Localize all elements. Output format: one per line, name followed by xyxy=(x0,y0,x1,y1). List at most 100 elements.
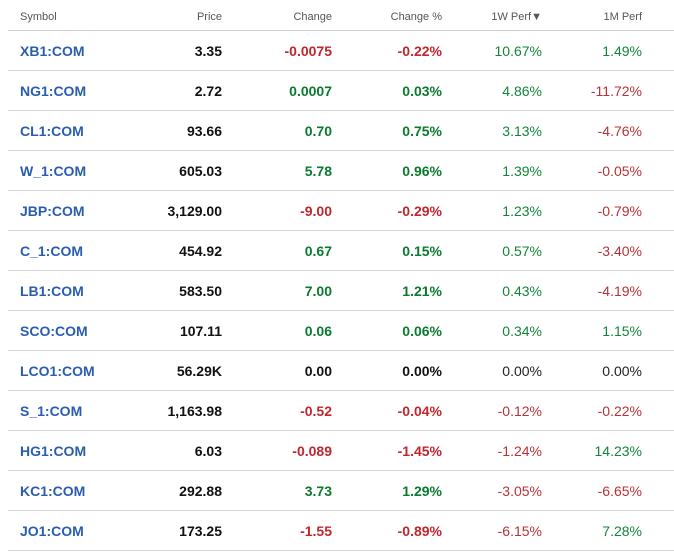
table-row: LB1:COM 583.50 7.00 1.21% 0.43% -4.19% xyxy=(8,271,674,311)
change-pct-cell: 0.96% xyxy=(402,163,442,179)
symbol-link[interactable]: S_1:COM xyxy=(20,403,83,419)
change-cell: 0.00 xyxy=(304,363,332,379)
perf-1m-cell: 1.49% xyxy=(602,43,642,59)
header-1w-perf-sorted[interactable]: 1W Perf▼ xyxy=(491,11,542,23)
table-row: SCO:COM 107.11 0.06 0.06% 0.34% 1.15% xyxy=(8,311,674,351)
perf-1m-cell: -0.79% xyxy=(597,203,642,219)
change-cell: 5.78 xyxy=(304,163,332,179)
symbol-link[interactable]: SCO:COM xyxy=(20,323,88,339)
table-row: KC1:COM 292.88 3.73 1.29% -3.05% -6.65% xyxy=(8,471,674,511)
symbol-link[interactable]: W_1:COM xyxy=(20,163,87,179)
perf-1w-cell: 0.57% xyxy=(502,243,542,259)
price-cell: 173.25 xyxy=(179,523,222,539)
change-pct-cell: 0.15% xyxy=(402,243,442,259)
table-row: S_1:COM 1,163.98 -0.52 -0.04% -0.12% -0.22% xyxy=(8,391,674,431)
change-cell: 0.70 xyxy=(304,123,332,139)
perf-1m-cell: -4.76% xyxy=(597,123,642,139)
table-row: CL1:COM 93.66 0.70 0.75% 3.13% -4.76% xyxy=(8,111,674,151)
perf-1w-cell: 0.34% xyxy=(502,323,542,339)
change-cell: -0.52 xyxy=(300,403,332,419)
table-row: HG1:COM 6.03 -0.089 -1.45% -1.24% 14.23% xyxy=(8,431,674,471)
symbol-link[interactable]: LCO1:COM xyxy=(20,363,95,379)
commodities-table: Symbol Price Change Change % 1W Perf▼ 1M… xyxy=(8,0,674,551)
change-cell: 0.0007 xyxy=(289,83,332,99)
price-cell: 605.03 xyxy=(179,163,222,179)
change-cell: 0.67 xyxy=(304,243,332,259)
perf-1m-cell: 1.15% xyxy=(602,323,642,339)
table-body: XB1:COM 3.35 -0.0075 -0.22% 10.67% 1.49% NG1:C… xyxy=(8,31,674,551)
perf-1w-cell: 10.67% xyxy=(494,43,542,59)
change-pct-cell: -0.29% xyxy=(397,203,442,219)
header-change-pct[interactable]: Change % xyxy=(390,11,442,23)
price-cell: 107.11 xyxy=(179,323,222,339)
table-row: W_1:COM 605.03 5.78 0.96% 1.39% -0.05% xyxy=(8,151,674,191)
price-cell: 56.29K xyxy=(176,363,222,379)
symbol-link[interactable]: CL1:COM xyxy=(20,123,84,139)
price-cell: 583.50 xyxy=(179,283,222,299)
symbol-link[interactable]: HG1:COM xyxy=(20,443,87,459)
change-pct-cell: -1.45% xyxy=(397,443,442,459)
header-change[interactable]: Change xyxy=(293,11,332,23)
change-cell: -9.00 xyxy=(300,203,332,219)
change-pct-cell: 0.75% xyxy=(402,123,442,139)
perf-1w-cell: 0.00% xyxy=(502,363,542,379)
symbol-link[interactable]: NG1:COM xyxy=(20,83,87,99)
perf-1w-cell: 1.39% xyxy=(502,163,542,179)
change-pct-cell: 1.21% xyxy=(402,283,442,299)
change-cell: -1.55 xyxy=(300,523,332,539)
price-cell: 3.35 xyxy=(194,43,222,59)
price-cell: 454.92 xyxy=(179,243,222,259)
symbol-link[interactable]: JO1:COM xyxy=(20,523,84,539)
price-cell: 292.88 xyxy=(179,483,222,499)
table-row: LCO1:COM 56.29K 0.00 0.00% 0.00% 0.00% xyxy=(8,351,674,391)
price-cell: 93.66 xyxy=(186,123,222,139)
perf-1m-cell: -0.22% xyxy=(597,403,642,419)
perf-1m-cell: 14.23% xyxy=(594,443,642,459)
symbol-link[interactable]: KC1:COM xyxy=(20,483,86,499)
change-pct-cell: 0.03% xyxy=(402,83,442,99)
perf-1w-cell: 1.23% xyxy=(502,203,542,219)
symbol-link[interactable]: XB1:COM xyxy=(20,43,85,59)
change-cell: -0.0075 xyxy=(284,43,332,59)
change-pct-cell: 1.29% xyxy=(402,483,442,499)
perf-1w-cell: 3.13% xyxy=(502,123,542,139)
change-pct-cell: -0.89% xyxy=(397,523,442,539)
change-pct-cell: -0.22% xyxy=(397,43,442,59)
symbol-link[interactable]: LB1:COM xyxy=(20,283,84,299)
perf-1m-cell: -6.65% xyxy=(597,483,642,499)
change-pct-cell: 0.00% xyxy=(402,363,442,379)
change-cell: -0.089 xyxy=(292,443,332,459)
symbol-link[interactable]: C_1:COM xyxy=(20,243,84,259)
header-1m-perf[interactable]: 1M Perf xyxy=(603,11,642,23)
perf-1w-cell: -3.05% xyxy=(497,483,542,499)
header-symbol[interactable]: Symbol xyxy=(20,11,57,23)
perf-1m-cell: 7.28% xyxy=(602,523,642,539)
perf-1w-cell: -0.12% xyxy=(497,403,542,419)
change-cell: 7.00 xyxy=(304,283,332,299)
perf-1m-cell: -0.05% xyxy=(597,163,642,179)
symbol-link[interactable]: JBP:COM xyxy=(20,203,85,219)
change-pct-cell: 0.06% xyxy=(402,323,442,339)
table-row: JBP:COM 3,129.00 -9.00 -0.29% 1.23% -0.79% xyxy=(8,191,674,231)
change-cell: 0.06 xyxy=(304,323,332,339)
perf-1m-cell: -11.72% xyxy=(590,83,642,99)
table-row: NG1:COM 2.72 0.0007 0.03% 4.86% -11.72% xyxy=(8,71,674,111)
table-header: Symbol Price Change Change % 1W Perf▼ 1M… xyxy=(8,0,674,31)
perf-1w-cell: 0.43% xyxy=(502,283,542,299)
price-cell: 1,163.98 xyxy=(167,403,223,419)
perf-1m-cell: -3.40% xyxy=(597,243,642,259)
price-cell: 2.72 xyxy=(194,83,222,99)
price-cell: 3,129.00 xyxy=(167,203,223,219)
perf-1w-cell: 4.86% xyxy=(502,83,542,99)
table-row: JO1:COM 173.25 -1.55 -0.89% -6.15% 7.28% xyxy=(8,511,674,551)
change-pct-cell: -0.04% xyxy=(397,403,442,419)
perf-1m-cell: 0.00% xyxy=(602,363,642,379)
price-cell: 6.03 xyxy=(194,443,222,459)
table-row: XB1:COM 3.35 -0.0075 -0.22% 10.67% 1.49% xyxy=(8,31,674,71)
table-row: C_1:COM 454.92 0.67 0.15% 0.57% -3.40% xyxy=(8,231,674,271)
perf-1m-cell: -4.19% xyxy=(597,283,642,299)
change-cell: 3.73 xyxy=(304,483,332,499)
perf-1w-cell: -6.15% xyxy=(497,523,542,539)
header-price[interactable]: Price xyxy=(196,11,222,23)
perf-1w-cell: -1.24% xyxy=(497,443,542,459)
